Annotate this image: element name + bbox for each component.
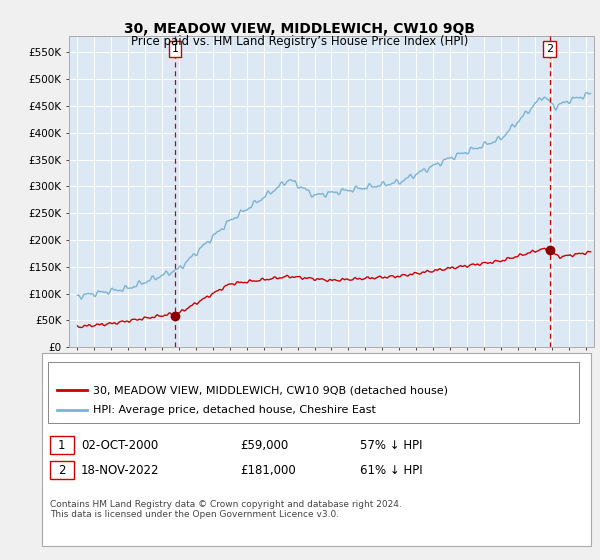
Text: £59,000: £59,000: [240, 438, 288, 452]
Text: £181,000: £181,000: [240, 464, 296, 477]
Text: 1: 1: [172, 44, 178, 54]
Text: 2: 2: [546, 44, 553, 54]
Text: Contains HM Land Registry data © Crown copyright and database right 2024.
This d: Contains HM Land Registry data © Crown c…: [50, 500, 401, 519]
Text: 02-OCT-2000: 02-OCT-2000: [81, 438, 158, 452]
Text: Price paid vs. HM Land Registry’s House Price Index (HPI): Price paid vs. HM Land Registry’s House …: [131, 35, 469, 48]
Text: 1: 1: [58, 438, 65, 452]
Text: 30, MEADOW VIEW, MIDDLEWICH, CW10 9QB: 30, MEADOW VIEW, MIDDLEWICH, CW10 9QB: [125, 22, 476, 36]
Text: HPI: Average price, detached house, Cheshire East: HPI: Average price, detached house, Ches…: [93, 405, 376, 415]
Text: 61% ↓ HPI: 61% ↓ HPI: [360, 464, 422, 477]
Text: 2: 2: [58, 464, 65, 477]
Text: 57% ↓ HPI: 57% ↓ HPI: [360, 438, 422, 452]
Text: 30, MEADOW VIEW, MIDDLEWICH, CW10 9QB (detached house): 30, MEADOW VIEW, MIDDLEWICH, CW10 9QB (d…: [93, 385, 448, 395]
Text: 18-NOV-2022: 18-NOV-2022: [81, 464, 160, 477]
